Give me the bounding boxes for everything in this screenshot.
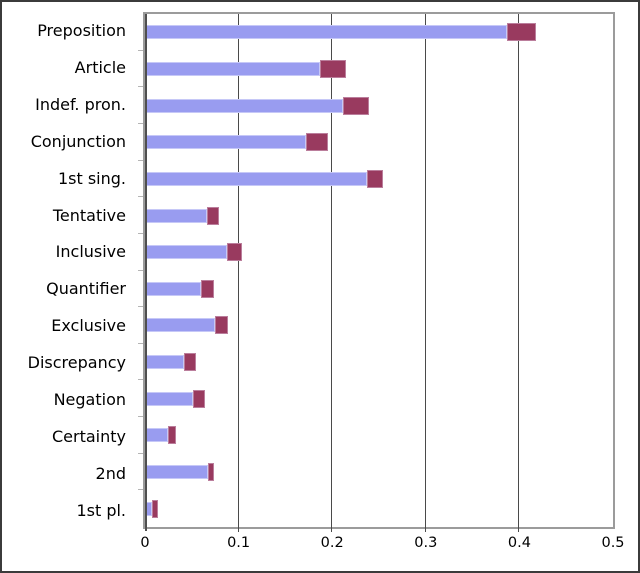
category-label: Inclusive [55,242,126,262]
bar-secondary-segment [320,59,347,78]
bar-row-1st-pl [145,490,613,527]
category-label: 1st pl. [76,500,126,520]
category-label: Discrepancy [27,353,126,373]
category-label: Negation [53,390,126,410]
bar-row-exclusive [145,307,613,344]
bar-primary-segment [145,98,344,113]
category-boundary-tick [138,416,143,418]
bar-secondary-segment [227,243,243,262]
bar-secondary-segment [215,316,229,335]
bar-secondary-segment [366,169,383,188]
category-label: Certainty [52,427,126,447]
bar-secondary-segment [343,96,369,115]
bar-row-negation [145,380,613,417]
bar-row-conjunction [145,124,613,161]
gridline-0.2 [331,14,333,532]
bar-primary-segment [145,245,228,260]
category-boundary-tick [138,269,143,271]
bar-secondary-segment [305,133,328,152]
x-tick-label-0: 0 [140,535,150,551]
x-axis-labels: 0 0.1 0.2 0.3 0.4 0.5 [2,535,638,557]
category-label: Preposition [37,20,126,40]
x-tick-label-0.2: 0.2 [320,535,344,551]
bar-primary-segment [145,61,321,76]
category-label: Article [74,57,126,77]
gridline-0.3 [424,14,426,532]
bar-row-1st-sing [145,161,613,198]
category-boundary-tick [138,122,143,124]
bar-primary-segment [145,208,207,223]
category-boundary-tick [138,49,143,51]
bar-row-article [145,51,613,88]
bar-primary-segment [145,355,185,370]
bar-secondary-segment [168,426,176,445]
gridline-0.1 [237,14,239,532]
category-boundary-tick [138,379,143,381]
category-label: Exclusive [51,316,126,336]
bar-secondary-segment [507,23,537,42]
bars-container [145,14,613,527]
bar-secondary-segment [207,463,215,481]
bar-secondary-segment [206,206,219,225]
category-label: 1st sing. [57,168,126,188]
bar-row-preposition [145,14,613,51]
bar-row-tentative [145,197,613,234]
y-axis-line [145,14,147,531]
bar-primary-segment [145,171,367,186]
bar-row-inclusive [145,234,613,271]
category-label: Indef. pron. [35,94,126,114]
category-boundary-tick [138,306,143,308]
bar-row-quantifier [145,270,613,307]
bar-primary-segment [145,465,208,479]
bar-primary-segment [145,281,202,296]
category-boundary-tick [138,196,143,198]
bar-primary-segment [145,318,216,333]
bar-row-indef-pron [145,87,613,124]
plot-area [138,12,615,532]
category-boundary-tick [138,342,143,344]
category-boundary-tick [138,159,143,161]
category-boundary-tick [138,86,143,88]
x-tick-label-0.3: 0.3 [414,535,438,551]
x-tick-label-0.1: 0.1 [227,535,251,551]
bar-row-certainty [145,417,613,454]
bar-primary-segment [145,25,508,40]
category-boundary-tick [138,232,143,234]
x-tick-label-0.4: 0.4 [507,535,531,551]
bar-primary-segment [145,135,306,150]
bar-secondary-segment [201,279,215,298]
bar-row-discrepancy [145,344,613,381]
gridline-0.4 [518,14,520,532]
bar-secondary-segment [192,389,205,408]
category-boundary-tick [138,452,143,454]
bar-primary-segment [145,391,193,406]
category-label: 2nd [95,464,126,484]
category-label: Conjunction [30,131,126,151]
bar-secondary-segment [151,499,159,518]
x-tick-label-0.5: 0.5 [601,535,625,551]
bar-row-2nd [145,454,613,491]
category-label: Tentative [52,205,126,225]
bar-secondary-segment [184,353,197,372]
bar-primary-segment [145,428,169,443]
category-boundary-tick [138,489,143,491]
category-label: Quantifier [46,279,126,299]
y-axis-labels: Preposition Article Indef. pron. Conjunctio… [2,12,135,529]
